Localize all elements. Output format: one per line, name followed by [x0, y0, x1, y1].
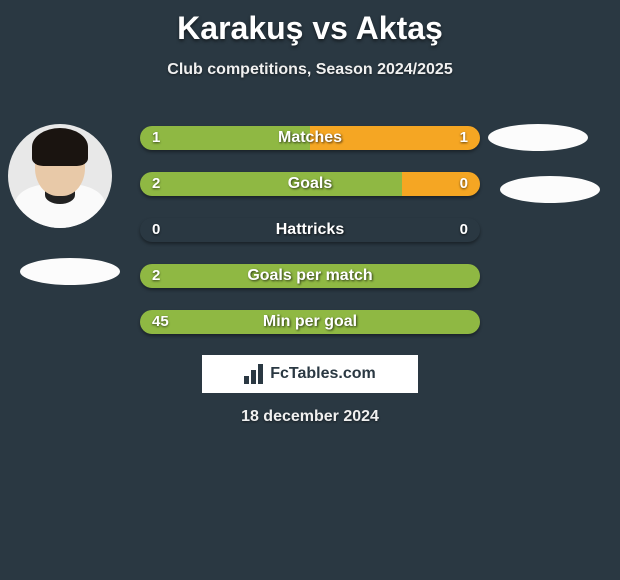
- stat-val-right: 0: [460, 172, 468, 196]
- team-badge-right-2: [500, 176, 600, 203]
- stats-bars: 1 Matches 1 2 Goals 0 0 Hattricks 0 2 Go…: [140, 126, 480, 356]
- stat-label: Matches: [140, 126, 480, 150]
- team-badge-left: [20, 258, 120, 285]
- brand-text: FcTables.com: [270, 365, 376, 383]
- stat-row-hattricks: 0 Hattricks 0: [140, 218, 480, 242]
- team-badge-right-1: [488, 124, 588, 151]
- page-title: Karakuş vs Aktaş: [0, 0, 620, 47]
- barchart-icon: [244, 364, 264, 384]
- stat-val-right: 1: [460, 126, 468, 150]
- stat-row-goals-per-match: 2 Goals per match: [140, 264, 480, 288]
- stat-label: Hattricks: [140, 218, 480, 242]
- brand-link[interactable]: FcTables.com: [201, 354, 419, 394]
- player-left-avatar: [8, 124, 112, 228]
- avatar-hair: [32, 128, 88, 166]
- stat-label: Goals per match: [140, 264, 480, 288]
- stat-row-matches: 1 Matches 1: [140, 126, 480, 150]
- stat-row-goals: 2 Goals 0: [140, 172, 480, 196]
- date-text: 18 december 2024: [0, 408, 620, 426]
- stat-label: Min per goal: [140, 310, 480, 334]
- stat-val-right: 0: [460, 218, 468, 242]
- stat-row-min-per-goal: 45 Min per goal: [140, 310, 480, 334]
- stat-label: Goals: [140, 172, 480, 196]
- page-subtitle: Club competitions, Season 2024/2025: [0, 61, 620, 79]
